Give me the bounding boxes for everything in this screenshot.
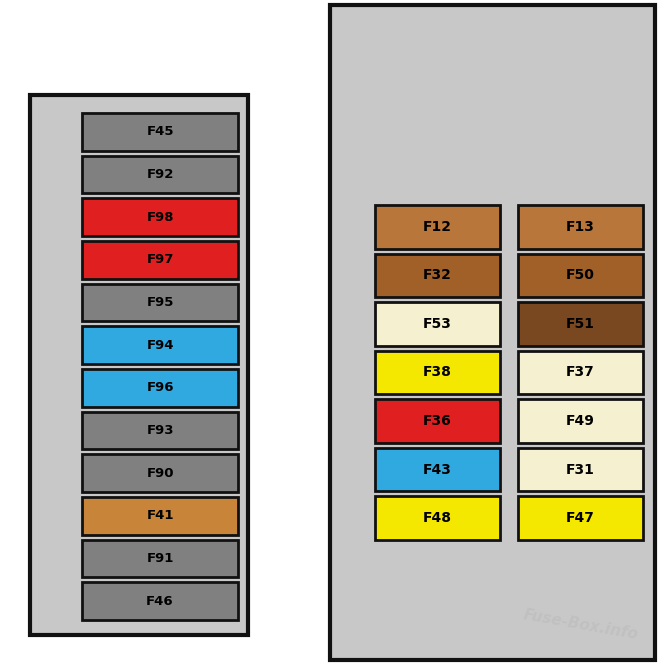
FancyBboxPatch shape [375,448,500,491]
Text: F92: F92 [147,168,174,181]
FancyBboxPatch shape [82,241,238,278]
FancyBboxPatch shape [82,199,238,236]
FancyBboxPatch shape [518,254,643,297]
FancyBboxPatch shape [518,351,643,395]
Text: F41: F41 [147,509,174,522]
Text: Fuse-Box.info: Fuse-Box.info [523,607,640,642]
Text: F91: F91 [147,552,174,565]
Text: F45: F45 [147,125,174,138]
FancyBboxPatch shape [375,302,500,346]
FancyBboxPatch shape [375,205,500,248]
FancyBboxPatch shape [82,284,238,321]
FancyBboxPatch shape [82,113,238,151]
Text: F98: F98 [147,211,174,223]
Text: F37: F37 [566,366,595,380]
Text: F32: F32 [423,268,452,282]
FancyBboxPatch shape [375,497,500,540]
FancyBboxPatch shape [518,302,643,346]
FancyBboxPatch shape [82,539,238,577]
FancyBboxPatch shape [518,448,643,491]
Text: F90: F90 [147,466,174,480]
Text: F94: F94 [147,339,174,352]
FancyBboxPatch shape [518,205,643,248]
FancyBboxPatch shape [518,399,643,443]
FancyBboxPatch shape [82,326,238,364]
Text: F48: F48 [423,511,452,525]
FancyBboxPatch shape [82,412,238,450]
Text: F47: F47 [566,511,595,525]
FancyBboxPatch shape [82,497,238,535]
Text: F43: F43 [423,462,452,476]
FancyBboxPatch shape [375,351,500,395]
Text: F49: F49 [566,414,595,428]
FancyBboxPatch shape [375,254,500,297]
Text: F50: F50 [566,268,595,282]
Text: F53: F53 [423,317,452,331]
Text: F38: F38 [423,366,452,380]
FancyBboxPatch shape [518,497,643,540]
Text: F51: F51 [566,317,595,331]
FancyBboxPatch shape [330,5,655,660]
Text: F46: F46 [146,595,174,608]
FancyBboxPatch shape [82,156,238,193]
Text: F12: F12 [423,220,452,234]
FancyBboxPatch shape [30,95,248,635]
Text: F96: F96 [147,381,174,395]
Text: F95: F95 [147,296,174,309]
FancyBboxPatch shape [82,454,238,492]
Text: F13: F13 [566,220,595,234]
Text: F97: F97 [147,254,174,266]
FancyBboxPatch shape [375,399,500,443]
FancyBboxPatch shape [82,369,238,407]
Text: F31: F31 [566,462,595,476]
Text: F93: F93 [147,424,174,437]
Text: F36: F36 [423,414,452,428]
FancyBboxPatch shape [82,582,238,620]
